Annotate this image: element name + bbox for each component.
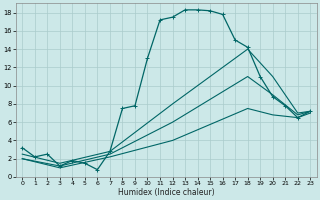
X-axis label: Humidex (Indice chaleur): Humidex (Indice chaleur) [118, 188, 215, 197]
